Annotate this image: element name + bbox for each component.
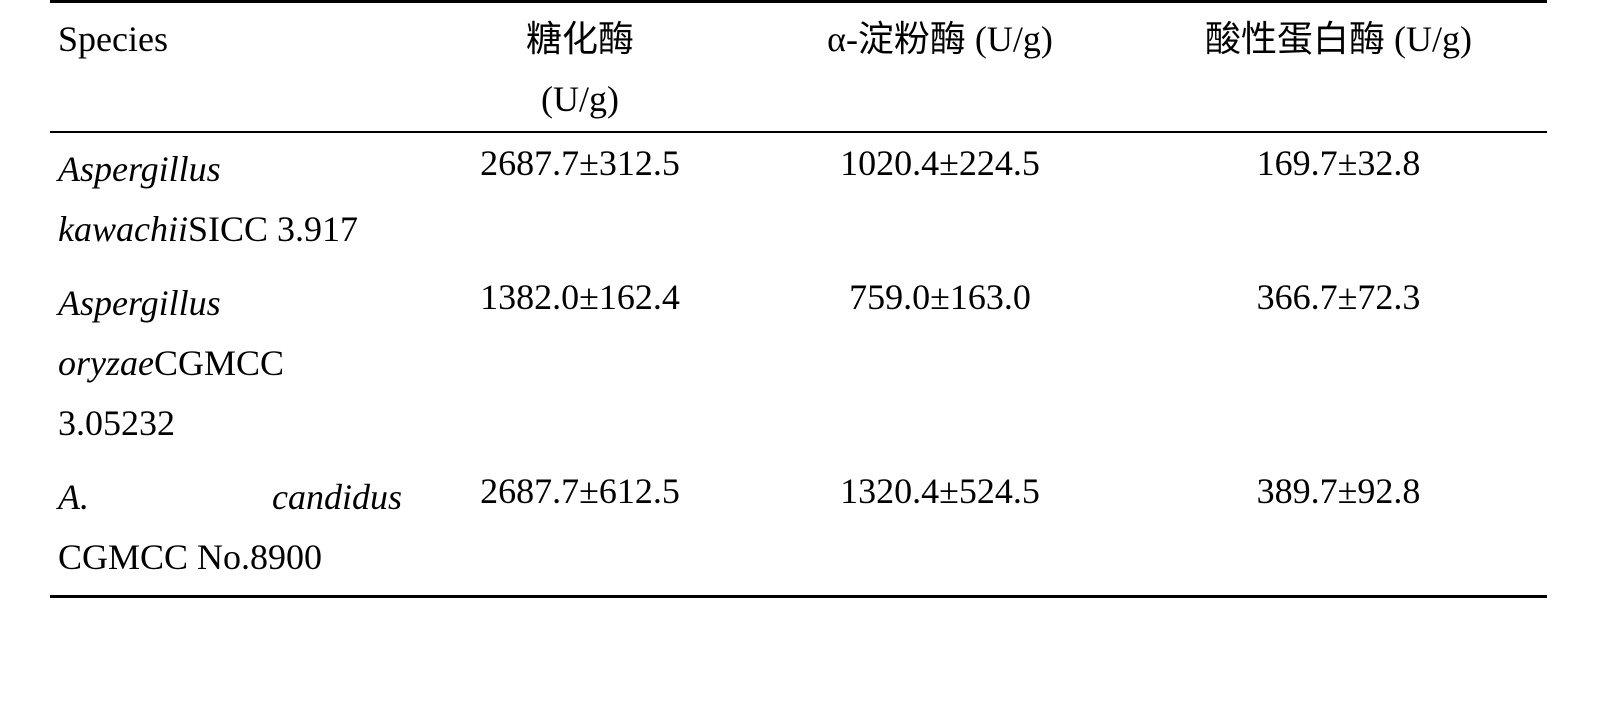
alpha-amylase-value: 759.0±163.0 (750, 267, 1130, 461)
table-header-row: Species 糖化酶 (U/g) α-淀粉酶 (U/g) 酸性蛋白酶 (U/g… (50, 2, 1547, 133)
glucoamylase-value: 2687.7±312.5 (410, 132, 750, 267)
species-genus: Aspergillus (58, 285, 402, 321)
glucoamylase-value: 1382.0±162.4 (410, 267, 750, 461)
species-cell: A. candidus CGMCC No.8900 (50, 461, 410, 597)
header-acid-protease: 酸性蛋白酶 (U/g) (1130, 2, 1547, 133)
enzyme-activity-table-page: Species 糖化酶 (U/g) α-淀粉酶 (U/g) 酸性蛋白酶 (U/g… (0, 0, 1597, 704)
header-species-text: Species (58, 19, 168, 59)
glucoamylase-value: 2687.7±612.5 (410, 461, 750, 597)
acid-protease-value: 366.7±72.3 (1130, 267, 1547, 461)
species-strain: oryzaeCGMCC (58, 345, 402, 381)
header-alpha-amylase: α-淀粉酶 (U/g) (750, 2, 1130, 133)
header-species: Species (50, 2, 410, 133)
species-binomial: A. candidus (58, 479, 402, 515)
species-cell: Aspergillus kawachiiSICC 3.917 (50, 132, 410, 267)
enzyme-activity-table: Species 糖化酶 (U/g) α-淀粉酶 (U/g) 酸性蛋白酶 (U/g… (50, 0, 1547, 598)
table-row: Aspergillus kawachiiSICC 3.917 2687.7±31… (50, 132, 1547, 267)
table-row: Aspergillus oryzaeCGMCC 3.05232 1382.0±1… (50, 267, 1547, 461)
acid-protease-value: 389.7±92.8 (1130, 461, 1547, 597)
species-cell: Aspergillus oryzaeCGMCC 3.05232 (50, 267, 410, 461)
species-strain-number: 3.05232 (58, 405, 402, 441)
species-strain: CGMCC No.8900 (58, 539, 402, 575)
species-genus-abbrev: A. (58, 479, 89, 515)
alpha-amylase-value: 1020.4±224.5 (750, 132, 1130, 267)
species-genus: Aspergillus (58, 151, 402, 187)
acid-protease-value: 169.7±32.8 (1130, 132, 1547, 267)
header-glucoamylase-line1: 糖化酶 (418, 21, 742, 57)
header-alpha-amylase-text: α-淀粉酶 (U/g) (827, 19, 1053, 59)
species-strain: kawachiiSICC 3.917 (58, 211, 402, 247)
header-acid-protease-text: 酸性蛋白酶 (U/g) (1205, 19, 1472, 59)
header-glucoamylase-line2: (U/g) (418, 81, 742, 117)
table-row: A. candidus CGMCC No.8900 2687.7±612.5 1… (50, 461, 1547, 597)
header-glucoamylase: 糖化酶 (U/g) (410, 2, 750, 133)
alpha-amylase-value: 1320.4±524.5 (750, 461, 1130, 597)
species-epithet: candidus (272, 479, 402, 515)
